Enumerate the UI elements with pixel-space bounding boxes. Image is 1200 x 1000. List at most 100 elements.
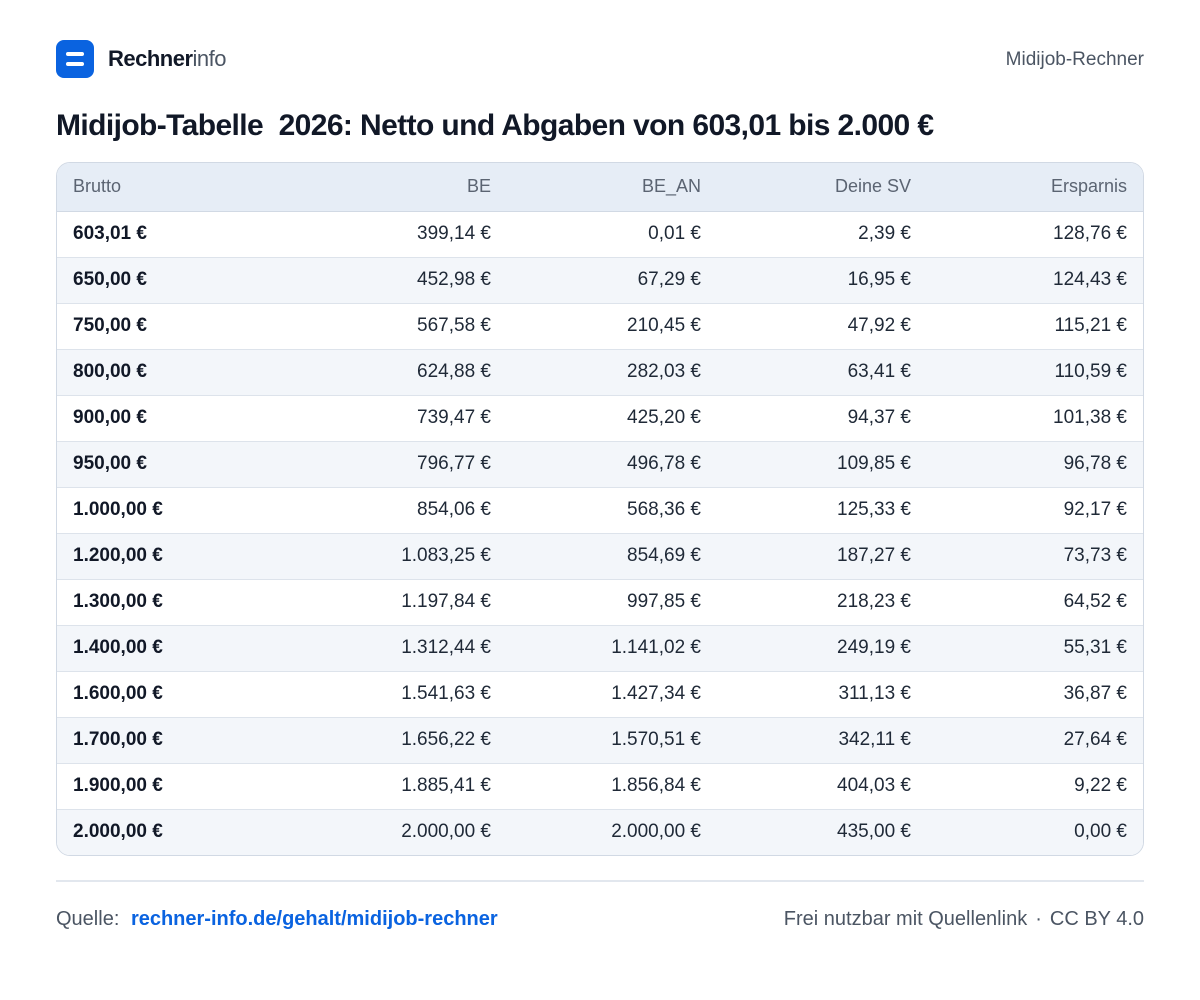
cell-deine-sv: 109,85 €	[717, 441, 927, 488]
source-info: Quelle: rechner-info.de/gehalt/midijob-r…	[56, 906, 498, 932]
cell-be-an: 1.141,02 €	[507, 625, 717, 672]
cell-be-an: 210,45 €	[507, 303, 717, 350]
table-row: 1.900,00 €1.885,41 €1.856,84 €404,03 €9,…	[57, 763, 1143, 810]
cell-ersparnis: 27,64 €	[927, 717, 1143, 764]
midijob-table-container: Brutto BE BE_AN Deine SV Ersparnis 603,0…	[56, 162, 1144, 856]
cell-ersparnis: 9,22 €	[927, 763, 1143, 810]
cell-be-an: 854,69 €	[507, 533, 717, 580]
cell-brutto: 1.200,00 €	[57, 533, 297, 580]
cell-be-an: 282,03 €	[507, 349, 717, 396]
source-link[interactable]: rechner-info.de/gehalt/midijob-rechner	[130, 908, 498, 930]
cell-deine-sv: 16,95 €	[717, 257, 927, 304]
cell-be: 739,47 €	[297, 395, 507, 442]
cell-be: 2.000,00 €	[401, 821, 491, 843]
cell-be-an: 1.427,34 €	[507, 671, 717, 718]
brand-name[interactable]: Rechnerinfo	[108, 46, 227, 71]
cell-be: 796,77 €	[297, 441, 507, 488]
cell-ersparnis: 96,78 €	[927, 441, 1143, 488]
table-row: 900,00 €739,47 €425,20 €94,37 €101,38 €	[57, 395, 1143, 442]
logo-bar-bottom	[66, 62, 84, 66]
cell-be: 854,06 €	[297, 487, 507, 534]
column-header-be-an: BE_AN	[507, 163, 717, 212]
rechnerinfo-logo-icon[interactable]	[56, 40, 94, 78]
cell-be-an: 1.856,84 €	[507, 763, 717, 810]
cell-deine-sv: 342,11 €	[717, 717, 927, 764]
cell-deine-sv: 187,27 €	[717, 533, 927, 580]
cell-ersparnis: 64,52 €	[927, 579, 1143, 626]
cell-deine-sv: 249,19 €	[717, 625, 927, 672]
table-row: 750,00 €567,58 €210,45 €47,92 €115,21 €	[57, 303, 1143, 350]
table-row: 1.400,00 €1.312,44 €1.141,02 €249,19 €55…	[57, 625, 1143, 672]
cell-be: 1.656,22 €	[297, 717, 507, 764]
midijob-table: Brutto BE BE_AN Deine SV Ersparnis 603,0…	[57, 163, 1143, 855]
cell-be-an: 997,85 €	[507, 579, 717, 626]
cell-ersparnis: 73,73 €	[927, 533, 1143, 580]
cell-be: 1.083,25 €	[297, 533, 507, 580]
cell-be: 1.312,44 €	[297, 625, 507, 672]
page-title: Midijob-Tabelle 2026: Netto und Abgaben …	[56, 109, 934, 142]
cell-brutto: 2.000,00 €	[73, 821, 163, 843]
column-header-ersparnis: Ersparnis	[927, 163, 1143, 212]
cell-ersparnis: 124,43 €	[927, 257, 1143, 304]
calculator-label: Midijob-Rechner	[1005, 49, 1144, 70]
page-header: Rechnerinfo Midijob-Rechner	[56, 40, 1144, 78]
cell-deine-sv: 63,41 €	[717, 349, 927, 396]
cell-be-an: 496,78 €	[507, 441, 717, 488]
cell-ersparnis: 55,31 €	[927, 625, 1143, 672]
cell-deine-sv: 435,00 €	[837, 821, 911, 843]
cell-ersparnis: 101,38 €	[927, 395, 1143, 442]
table-row: 2.000,00 € 2.000,00 € 2.000,00 € 435,00 € 0,…	[57, 809, 1143, 855]
source-label: Quelle:	[56, 908, 120, 930]
cell-brutto: 1.000,00 €	[57, 487, 297, 534]
cell-deine-sv: 311,13 €	[717, 671, 927, 718]
table-header-row: Brutto BE BE_AN Deine SV Ersparnis	[57, 163, 1143, 212]
column-header-deine-sv: Deine SV	[717, 163, 927, 212]
cell-ersparnis: 115,21 €	[927, 303, 1143, 350]
cell-be-an: 568,36 €	[507, 487, 717, 534]
cell-brutto: 1.900,00 €	[57, 763, 297, 810]
cell-be: 1.885,41 €	[297, 763, 507, 810]
footer-divider	[56, 880, 1144, 882]
cell-be: 399,14 €	[297, 211, 507, 258]
table-row: 1.600,00 €1.541,63 €1.427,34 €311,13 €36…	[57, 671, 1143, 718]
cell-be-an: 67,29 €	[507, 257, 717, 304]
cell-be-an: 2.000,00 €	[611, 821, 701, 843]
license-text: Frei nutzbar mit Quellenlink	[783, 908, 1028, 930]
cell-be: 452,98 €	[297, 257, 507, 304]
cell-brutto: 1.400,00 €	[57, 625, 297, 672]
license-info: Frei nutzbar mit Quellenlink · CC BY 4.0	[784, 906, 1144, 932]
cell-be-an: 425,20 €	[507, 395, 717, 442]
cell-be: 624,88 €	[297, 349, 507, 396]
cell-brutto: 1.600,00 €	[57, 671, 297, 718]
cell-be-an: 0,01 €	[507, 211, 717, 258]
cell-brutto: 1.700,00 €	[57, 717, 297, 764]
table-row: 800,00 €624,88 €282,03 €63,41 €110,59 €	[57, 349, 1143, 396]
cell-deine-sv: 218,23 €	[717, 579, 927, 626]
cell-be: 1.197,84 €	[297, 579, 507, 626]
column-header-be: BE	[297, 163, 507, 212]
table-row: 603,01 €399,14 €0,01 €2,39 €128,76 €	[57, 211, 1143, 258]
cell-ersparnis: 92,17 €	[927, 487, 1143, 534]
cell-brutto: 650,00 €	[57, 257, 297, 304]
cell-deine-sv: 125,33 €	[717, 487, 927, 534]
cell-ersparnis: 36,87 €	[927, 671, 1143, 718]
page-footer: Quelle: rechner-info.de/gehalt/midijob-r…	[56, 906, 1144, 932]
cell-brutto: 900,00 €	[57, 395, 297, 442]
cell-ersparnis: 0,00 €	[1074, 821, 1127, 843]
table-row: 950,00 €796,77 €496,78 €109,85 €96,78 €	[57, 441, 1143, 488]
cell-brutto: 1.300,00 €	[57, 579, 297, 626]
table-row: 1.300,00 €1.197,84 €997,85 €218,23 €64,5…	[57, 579, 1143, 626]
cell-ersparnis: 110,59 €	[927, 349, 1143, 396]
table-row: 650,00 €452,98 €67,29 €16,95 €124,43 €	[57, 257, 1143, 304]
table-body: 603,01 €399,14 €0,01 €2,39 €128,76 €650,…	[57, 211, 1143, 855]
cell-deine-sv: 404,03 €	[717, 763, 927, 810]
cell-ersparnis: 128,76 €	[927, 211, 1143, 258]
cell-deine-sv: 47,92 €	[717, 303, 927, 350]
cell-brutto: 950,00 €	[57, 441, 297, 488]
cell-deine-sv: 94,37 €	[717, 395, 927, 442]
cell-brutto: 800,00 €	[57, 349, 297, 396]
logo-bar-top	[66, 52, 84, 56]
cell-deine-sv: 2,39 €	[717, 211, 927, 258]
table-row: 1.200,00 €1.083,25 €854,69 €187,27 €73,7…	[57, 533, 1143, 580]
brand-name-bold: Rechner	[108, 46, 193, 71]
